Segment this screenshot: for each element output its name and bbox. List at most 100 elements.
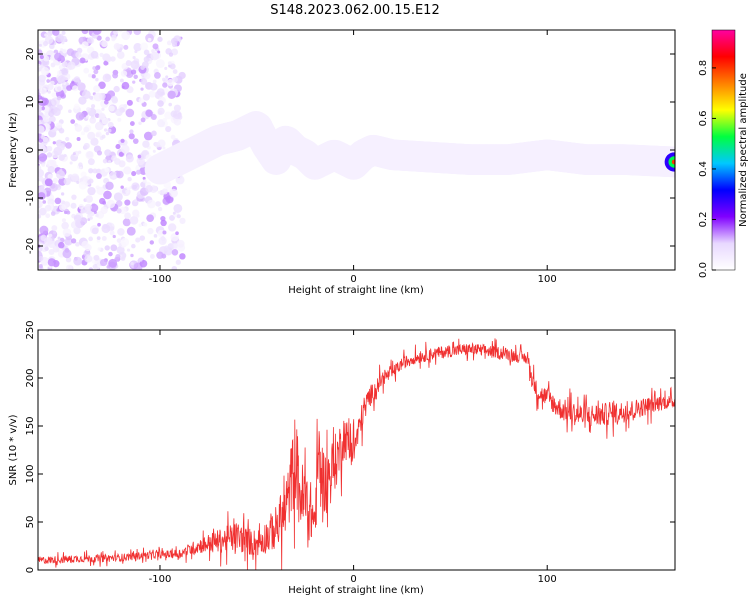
- noise-blob: [93, 92, 103, 102]
- x-tick-label: 100: [538, 574, 557, 585]
- noise-blob: [104, 167, 110, 173]
- noise-blob: [71, 194, 77, 200]
- noise-blob: [122, 218, 131, 227]
- noise-blob: [90, 137, 99, 146]
- noise-blob: [61, 61, 68, 68]
- noise-blob: [131, 243, 136, 249]
- noise-blob: [52, 177, 59, 184]
- noise-blob: [38, 153, 48, 162]
- noise-blob: [62, 228, 72, 237]
- y-tick-label: 10: [25, 96, 36, 109]
- noise-blob: [42, 116, 50, 123]
- noise-blob: [125, 60, 132, 67]
- noise-blob: [40, 134, 45, 140]
- noise-blob: [75, 112, 85, 121]
- noise-blob: [138, 223, 142, 227]
- noise-blob: [150, 113, 157, 121]
- snr-line: [38, 338, 675, 570]
- noise-blob: [150, 51, 160, 61]
- noise-blob: [59, 168, 63, 172]
- noise-blob: [38, 255, 44, 262]
- noise-blob: [117, 228, 125, 236]
- noise-blob: [161, 188, 168, 195]
- noise-blob: [43, 55, 50, 62]
- noise-blob: [146, 214, 154, 223]
- noise-blob: [140, 65, 145, 70]
- noise-blob: [124, 199, 131, 206]
- noise-blob: [169, 214, 175, 221]
- noise-blob: [86, 107, 91, 112]
- noise-blob: [126, 226, 136, 236]
- noise-blob: [44, 236, 53, 246]
- noise-blob: [106, 265, 111, 269]
- noise-blob: [85, 115, 90, 119]
- noise-blob: [49, 43, 55, 50]
- noise-blob: [115, 44, 121, 49]
- noise-blob: [99, 258, 108, 267]
- noise-blob: [69, 161, 73, 165]
- noise-blob: [156, 251, 164, 259]
- noise-blob: [113, 85, 120, 93]
- noise-blob: [139, 259, 148, 268]
- y-tick-label: 150: [25, 416, 36, 435]
- noise-blob: [133, 30, 142, 36]
- noise-blob: [93, 85, 101, 93]
- noise-blob: [116, 238, 122, 243]
- noise-blob: [88, 236, 94, 242]
- noise-blob: [59, 48, 64, 52]
- noise-blob: [78, 203, 84, 210]
- noise-blob: [106, 199, 116, 209]
- noise-blob: [134, 50, 138, 54]
- noise-blob: [152, 79, 157, 84]
- noise-blob: [143, 49, 150, 56]
- noise-blob: [165, 75, 169, 79]
- noise-blob: [130, 69, 137, 75]
- noise-blob: [61, 30, 66, 35]
- noise-blob: [101, 40, 108, 48]
- noise-blob: [132, 55, 136, 60]
- noise-blob: [119, 78, 124, 83]
- noise-blob: [146, 248, 151, 253]
- noise-blob: [49, 55, 55, 61]
- noise-blob: [107, 121, 114, 128]
- noise-blob: [94, 121, 104, 131]
- noise-blob: [51, 92, 57, 98]
- noise-blob: [48, 110, 55, 117]
- noise-blob: [89, 203, 99, 213]
- noise-blob: [155, 201, 161, 207]
- noise-blob: [73, 214, 82, 223]
- noise-blob: [162, 146, 166, 150]
- noise-blob: [39, 225, 49, 235]
- noise-blob: [98, 81, 106, 90]
- noise-blob: [164, 66, 168, 70]
- noise-blob: [160, 219, 167, 227]
- noise-blob: [61, 67, 69, 76]
- noise-blob: [87, 179, 92, 184]
- noise-blob: [117, 117, 122, 122]
- noise-blob: [87, 186, 96, 196]
- noise-blob: [168, 223, 177, 232]
- noise-blob: [151, 130, 157, 137]
- noise-blob: [91, 74, 96, 79]
- noise-blob: [126, 187, 130, 191]
- noise-blob: [61, 221, 69, 230]
- noise-blob: [172, 211, 176, 215]
- noise-blob: [38, 214, 42, 219]
- noise-blob: [52, 30, 60, 36]
- noise-blob: [129, 129, 134, 134]
- noise-blob: [147, 199, 156, 209]
- noise-blob: [108, 105, 115, 112]
- noise-blob: [157, 119, 166, 128]
- noise-blob: [103, 60, 109, 66]
- noise-blob: [115, 144, 121, 150]
- y-tick-label: 200: [25, 368, 36, 387]
- noise-blob: [96, 236, 101, 241]
- noise-blob: [109, 230, 115, 236]
- noise-blob: [120, 144, 130, 154]
- noise-blob: [172, 110, 182, 120]
- noise-blob: [54, 52, 62, 61]
- noise-blob: [100, 206, 108, 214]
- noise-blob: [142, 176, 146, 180]
- noise-blob: [43, 40, 49, 47]
